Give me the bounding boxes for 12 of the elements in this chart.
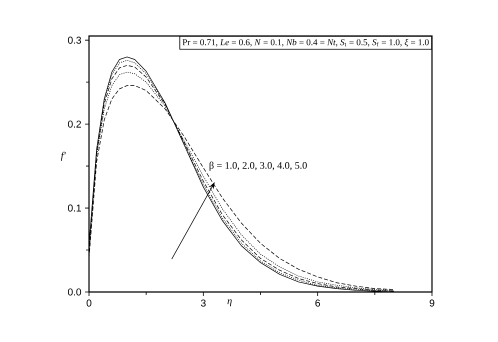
x-tick-label: 3 — [200, 300, 206, 307]
y-axis-title: f′ — [60, 152, 66, 161]
y-tick-label: 0.2 — [68, 120, 81, 128]
y-tick-label: 0.0 — [68, 288, 82, 296]
x-tick-label: 9 — [430, 300, 434, 307]
text: Pr = 0.71, Le = 0.6, N = 0.1, Nb = 0.4 = Nt, S$_{t}$ = 0.5, S$_{f}$ = 1.0, ξ = 1.0 — [182, 38, 429, 47]
x-axis-title: η — [228, 299, 232, 306]
annotation: β = 1.0, 2.0, 3.0, 4.0, 5.0 — [210, 162, 307, 171]
y-tick-label: 0.1 — [68, 204, 81, 212]
x-tick-label: 0 — [86, 300, 92, 307]
x-tick-label: 6 — [315, 300, 320, 307]
y-tick-label: 0.3 — [68, 36, 82, 44]
